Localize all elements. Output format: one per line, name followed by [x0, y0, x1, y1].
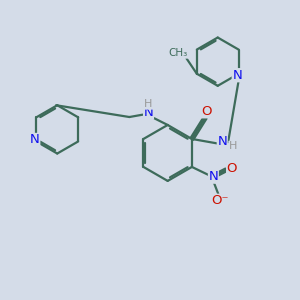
Text: O⁻: O⁻	[211, 194, 229, 207]
Text: O: O	[227, 162, 237, 175]
Text: CH₃: CH₃	[169, 48, 188, 58]
Text: N: N	[144, 106, 153, 119]
Text: N: N	[217, 135, 227, 148]
Text: N: N	[30, 134, 40, 146]
Text: H: H	[229, 141, 237, 151]
Text: N: N	[208, 170, 218, 183]
Text: H: H	[144, 99, 153, 109]
Text: N: N	[232, 69, 242, 82]
Text: O: O	[201, 105, 212, 118]
